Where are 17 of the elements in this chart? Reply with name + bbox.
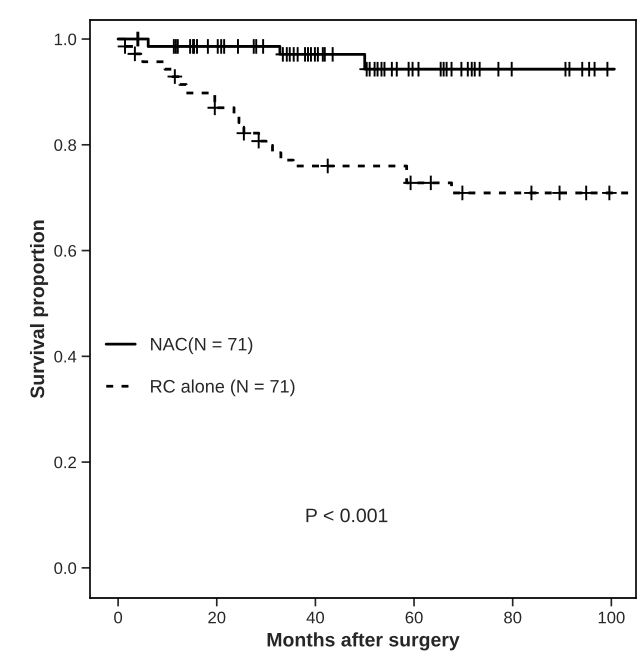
y-tick-label: 1.0 [54,33,76,46]
y-tick-label: 0.0 [54,562,76,574]
x-tick-label: 0 [114,612,122,624]
y-tick-label: 0.6 [54,244,76,257]
x-tick-label: 60 [406,612,423,624]
y-tick-label: 0.2 [54,456,76,468]
legend-label: NAC(N = 71) [151,337,252,354]
y-axis-title: Survival proportion [30,220,48,398]
annotation: P < 0.001 [306,508,388,522]
x-tick-label: 100 [598,612,625,624]
x-tick-label: 20 [208,612,226,624]
x-axis-title: Months after surgery [268,632,460,650]
x-tick-label: 40 [306,612,324,624]
legend-label: RC alone (N = 71) [151,379,294,396]
x-tick-label: 80 [504,612,522,624]
y-tick-label: 0.4 [54,350,76,363]
y-tick-label: 0.8 [54,139,76,152]
